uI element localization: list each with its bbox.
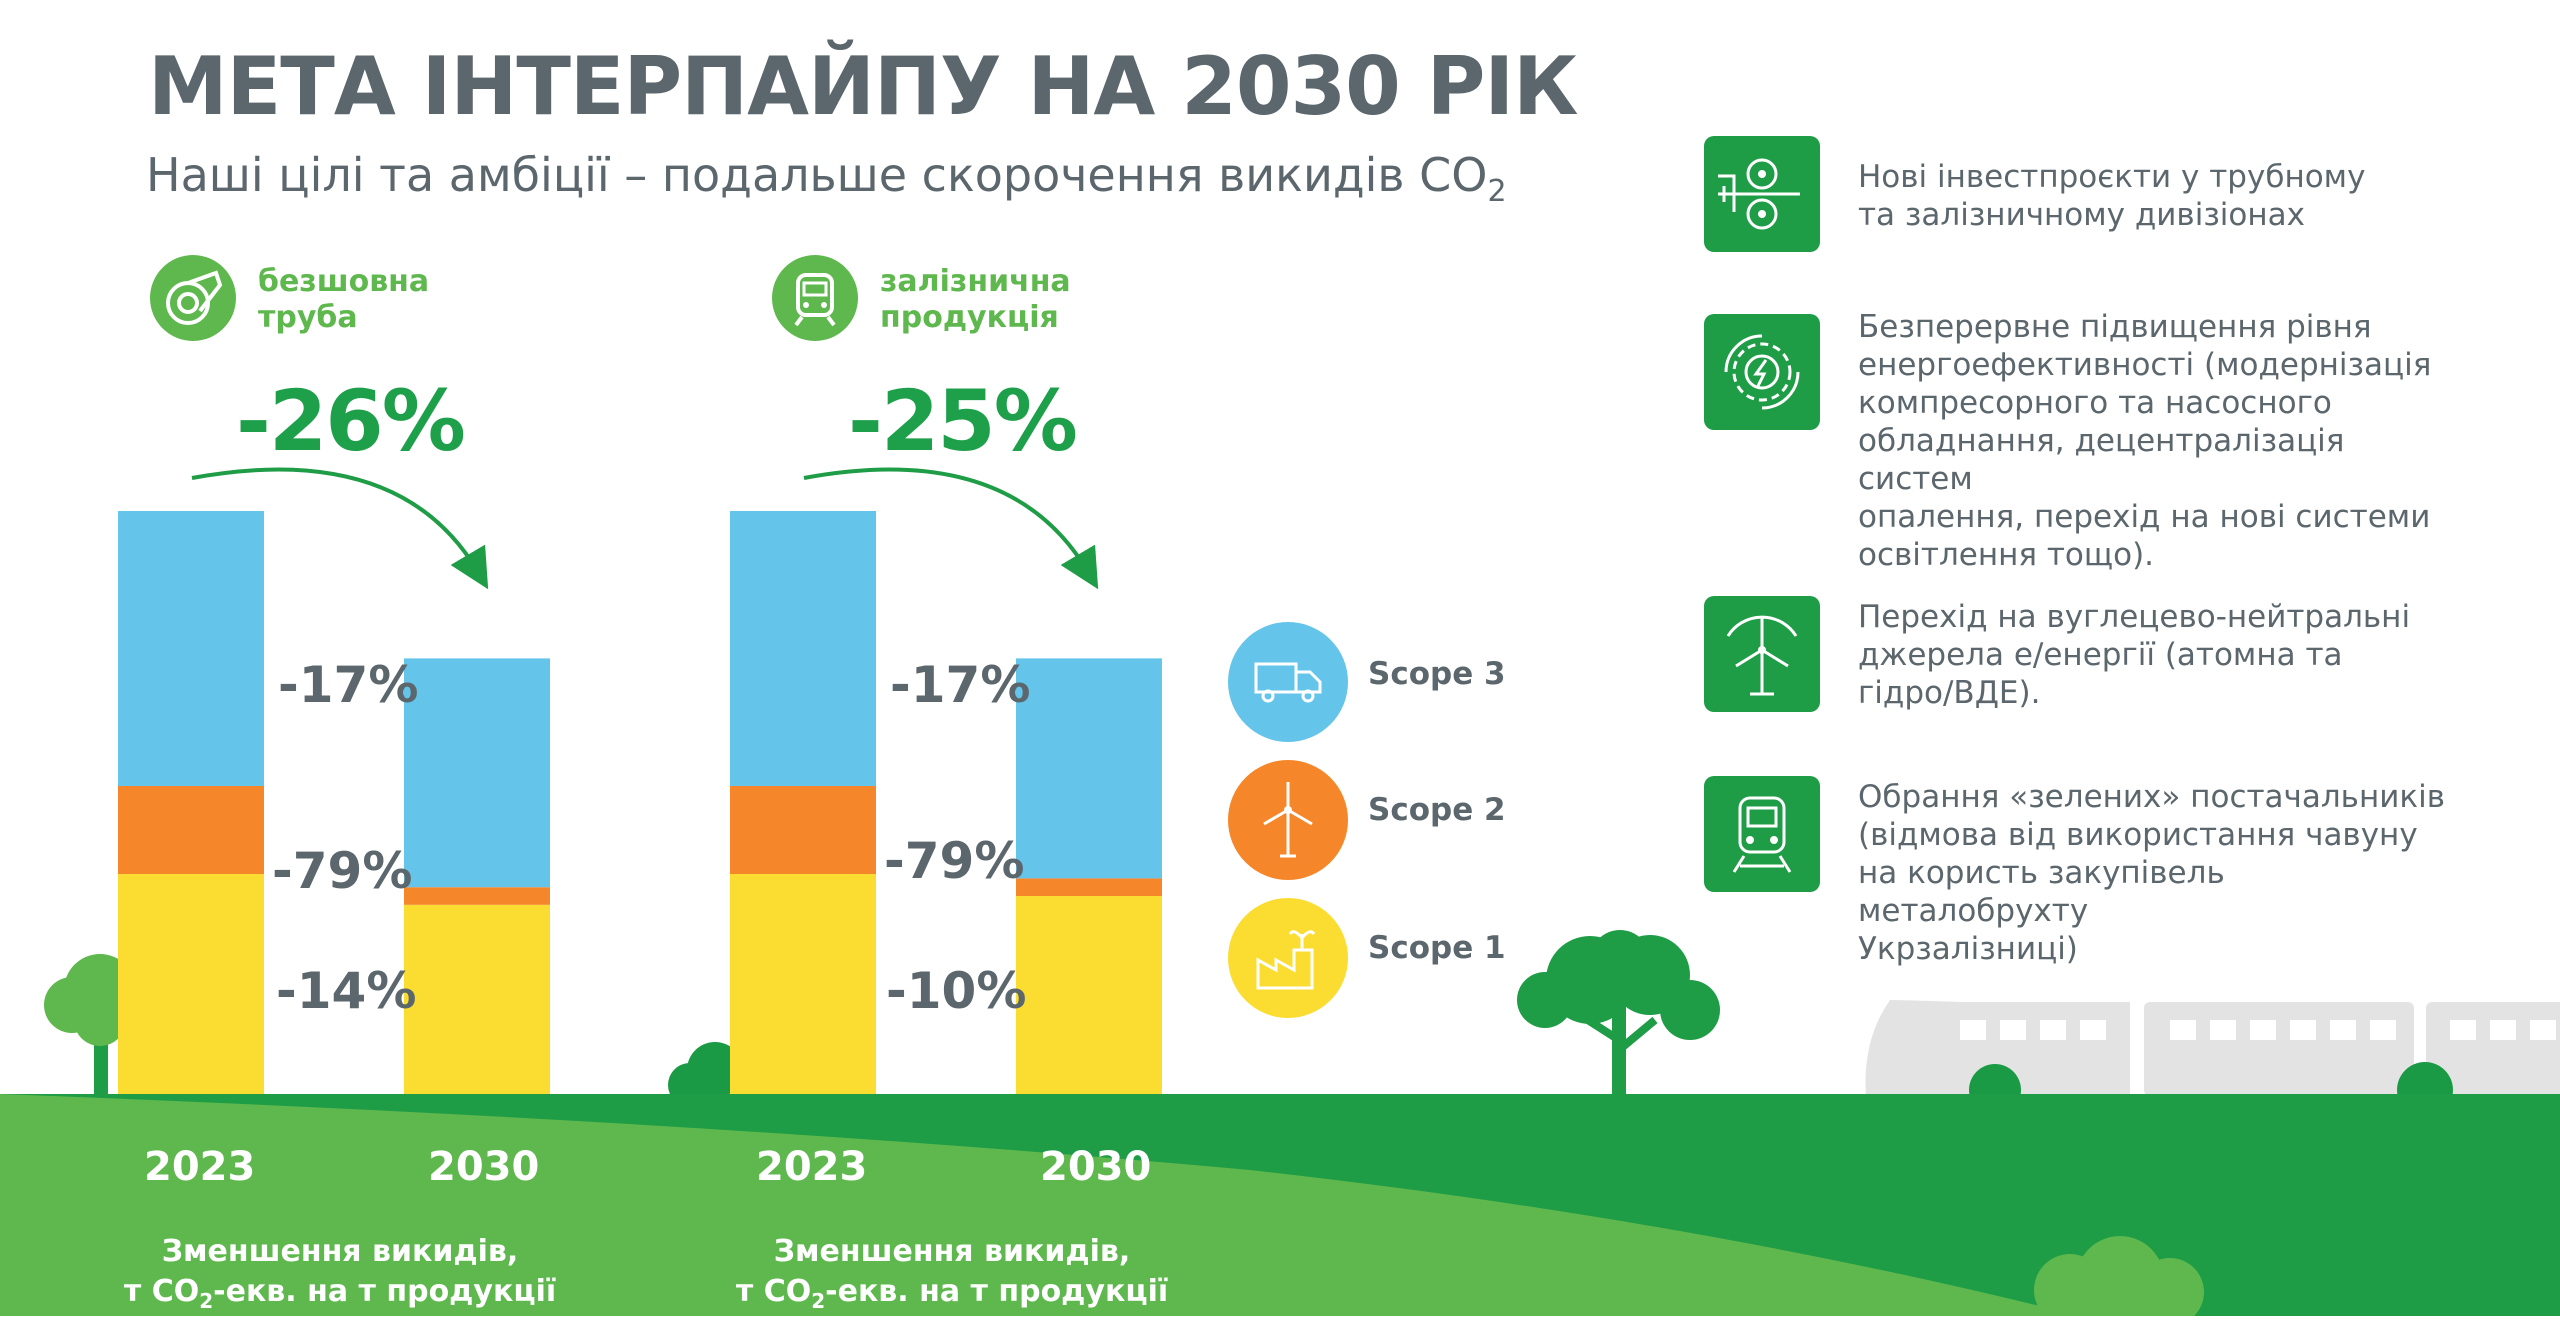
wind-turbine-icon [1228,760,1348,880]
segment-change-rail-scope2: -79% [884,832,1024,890]
bar-pipe-2023-scope3 [118,511,264,786]
legend-label-scope3: Scope 3 [1368,656,1506,692]
chart-caption-pipe: Зменшення викидів, т CO2-екв. на т проду… [100,1232,580,1321]
factory-plant-icon [1228,898,1348,1018]
bar-rail-2023-scope3 [730,511,876,786]
rolling-mill-icon [1704,136,1820,252]
legend-label-scope2: Scope 2 [1368,792,1506,828]
year-label-rail-2030: 2030 [1040,1144,1151,1190]
segment-change-rail-scope3: -17% [890,656,1030,714]
year-label-pipe-2023: 2023 [144,1144,255,1190]
segment-change-rail-scope1: -10% [886,962,1026,1020]
legend-label-scope1: Scope 1 [1368,930,1506,966]
bar-pipe-2030-scope3 [404,658,550,887]
bar-rail-2030-scope1 [1016,896,1162,1094]
bar-rail-2030-scope2 [1016,878,1162,896]
wind-turbine-icon [1704,596,1820,712]
train-icon [1704,776,1820,892]
bar-pipe-2023-scope1 [118,874,264,1094]
bar-rail-2023-scope2 [730,786,876,874]
chart-caption-rail: Зменшення викидів, т CO2-екв. на т проду… [712,1232,1192,1321]
year-label-pipe-2030: 2030 [428,1144,539,1190]
truck-icon [1228,622,1348,742]
bar-pipe-2030-scope2 [404,887,550,905]
initiative-text-1: Нові інвестпроєкти у трубному та залізни… [1858,158,2458,234]
energy-gear-icon [1704,314,1820,430]
bar-rail-2023-scope1 [730,874,876,1094]
bar-pipe-2030-scope1 [404,905,550,1094]
segment-change-pipe-scope3: -17% [278,656,418,714]
segment-change-pipe-scope2: -79% [272,842,412,900]
segment-change-pipe-scope1: -14% [276,962,416,1020]
bar-rail-2030-scope3 [1016,658,1162,878]
initiative-text-4: Обрання «зелених» постачальників (відмов… [1858,778,2458,968]
year-label-rail-2023: 2023 [756,1144,867,1190]
initiative-text-2: Безперервне підвищення рівня енергоефект… [1858,308,2458,574]
initiative-text-3: Перехід на вуглецево-нейтральні джерела … [1858,598,2458,712]
bar-pipe-2023-scope2 [118,786,264,874]
